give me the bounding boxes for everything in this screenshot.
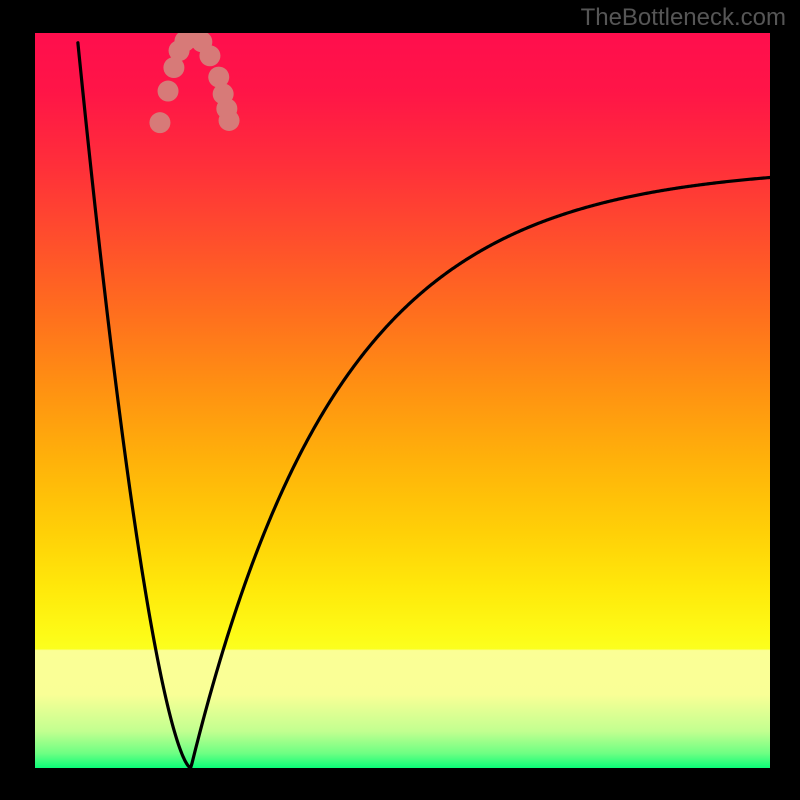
plot-area	[35, 33, 770, 768]
marker-point	[158, 81, 179, 102]
watermark-text: TheBottleneck.com	[581, 4, 786, 32]
curve-layer	[35, 33, 770, 768]
bottleneck-curve	[78, 43, 770, 768]
marker-point	[149, 112, 170, 133]
chart-stage: TheBottleneck.com	[0, 0, 800, 800]
marker-point	[199, 45, 220, 66]
marker-point	[219, 110, 240, 131]
